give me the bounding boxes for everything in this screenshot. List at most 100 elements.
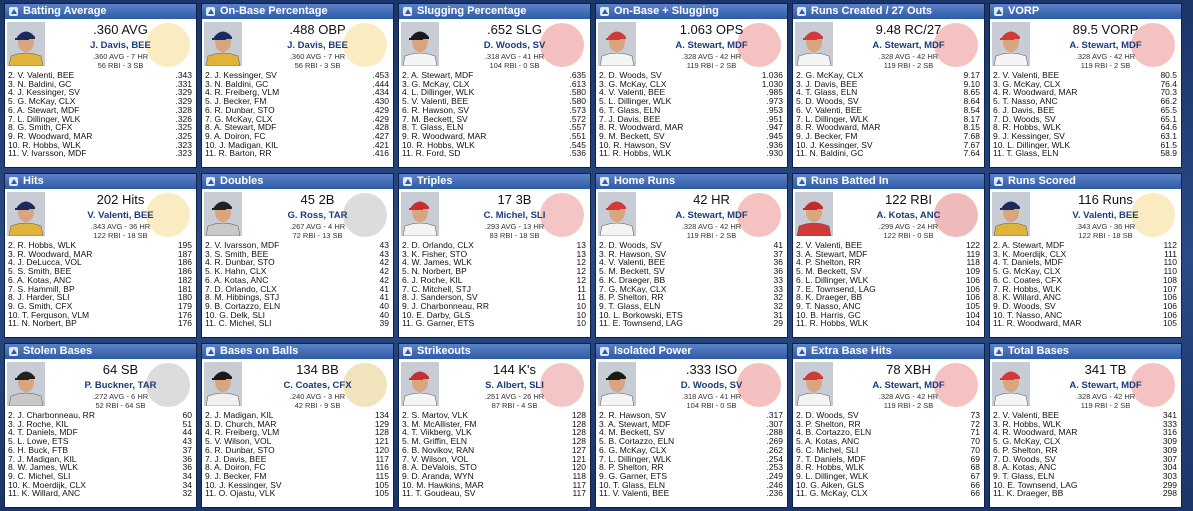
list-item[interactable]: 7. V. Wilson, VOL 121 xyxy=(402,454,586,464)
player-name[interactable]: T. Daniels, MDF xyxy=(805,454,866,464)
player-name[interactable]: D. Aranda, WYN xyxy=(411,471,474,481)
list-item[interactable]: 10. R. Hobbs, WLK .545 xyxy=(402,140,586,150)
player-name[interactable]: N. Baldini, GC xyxy=(809,149,864,159)
player-name[interactable]: E. Townsend, LAG xyxy=(805,284,876,294)
player-portrait[interactable] xyxy=(204,362,242,406)
list-item[interactable]: 2. J. Charbonneau, RR 60 xyxy=(8,411,192,420)
player-name[interactable]: S. Martov, VLK xyxy=(411,411,468,420)
player-name[interactable]: A. Kotas, ANC xyxy=(805,437,860,446)
list-item[interactable]: 9. A. Doiron, FC .427 xyxy=(205,132,389,141)
player-name[interactable]: T. Goudeau, SV xyxy=(415,489,476,499)
list-item[interactable]: 3. G. McKay, CLX .613 xyxy=(402,79,586,89)
list-item[interactable]: 9. T. Glass, ELN 32 xyxy=(599,302,783,311)
list-item[interactable]: 10. L. Dillinger, WLK 61.5 xyxy=(993,140,1177,150)
player-name[interactable]: V. Ivarsson, MDF xyxy=(214,241,280,250)
list-item[interactable]: 8. A. Doiron, FC 116 xyxy=(205,463,389,472)
player-name[interactable]: R. Hawson, SV xyxy=(608,411,667,420)
player-name[interactable]: E. Darby, GLS xyxy=(416,310,471,320)
player-portrait[interactable] xyxy=(992,362,1030,406)
leader-player-name[interactable]: D. Woods, SV xyxy=(483,40,546,51)
panel-header[interactable]: Stolen Bases xyxy=(5,344,196,359)
list-item[interactable]: 2. D. Woods, SV 73 xyxy=(796,411,980,420)
list-item[interactable]: 4. J. Kessinger, SV .329 xyxy=(8,88,192,97)
list-item[interactable]: 5. S. Smith, BEE 186 xyxy=(8,267,192,276)
player-name[interactable]: R. Hobbs, WLK xyxy=(809,319,869,329)
player-name[interactable]: L. Dillinger, WLK xyxy=(805,471,869,481)
list-item[interactable]: 11. E. Townsend, LAG 29 xyxy=(599,319,783,328)
player-name[interactable]: A. Kotas, ANC xyxy=(214,275,269,285)
player-name[interactable]: A. Stewart, MDF xyxy=(1002,241,1065,250)
player-name[interactable]: G. Aiken, GLS xyxy=(810,480,865,490)
player-name[interactable]: W. James, WLK xyxy=(17,463,78,472)
player-name[interactable]: R. Freiberg, VLM xyxy=(214,88,280,98)
list-item[interactable]: 4. R. Dunbar, STO 42 xyxy=(205,258,389,267)
list-item[interactable]: 6. R. Hawson, SV .573 xyxy=(402,106,586,115)
player-name[interactable]: G. Smith, CFX xyxy=(17,301,73,311)
list-item[interactable]: 2. J. Kessinger, SV .453 xyxy=(205,71,389,80)
collapse-arrow-icon[interactable] xyxy=(403,177,412,186)
list-item[interactable]: 4. J. DeLucca, VOL 186 xyxy=(8,258,192,267)
list-item[interactable]: 10. G. Aiken, GLS 66 xyxy=(796,480,980,490)
player-name[interactable]: R. Hobbs, WLK xyxy=(612,149,672,159)
player-name[interactable]: R. Hobbs, WLK xyxy=(1002,123,1062,132)
list-item[interactable]: 7. S. Hammill, BP 181 xyxy=(8,284,192,294)
list-item[interactable]: 9. R. Woodward, MAR .551 xyxy=(402,132,586,141)
list-item[interactable]: 9. C. Michel, SLI 34 xyxy=(8,472,192,481)
list-item[interactable]: 6. R. Dunbar, STO .429 xyxy=(205,106,389,115)
panel-header[interactable]: VORP xyxy=(990,4,1181,19)
list-item[interactable]: 10. J. Kessinger, SV 7.67 xyxy=(796,140,980,150)
player-name[interactable]: O. Ojastu, VLK xyxy=(218,489,276,499)
player-name[interactable]: D. Woods, SV xyxy=(608,241,662,250)
list-item[interactable]: 10. T. Glass, ELN .246 xyxy=(599,480,783,490)
player-name[interactable]: P. Shelton, RR xyxy=(608,293,664,302)
list-item[interactable]: 4. R. Woodward, MAR 70.3 xyxy=(993,88,1177,97)
player-name[interactable]: T. Daniels, MDF xyxy=(17,428,78,438)
player-name[interactable]: G. McKay, CLX xyxy=(17,97,76,106)
list-item[interactable]: 5. M. Beckett, SV 36 xyxy=(599,267,783,276)
player-name[interactable]: G. McKay, CLX xyxy=(1002,437,1061,446)
list-item[interactable]: 10. K. Moerdijk, CLX 34 xyxy=(8,480,192,490)
collapse-arrow-icon[interactable] xyxy=(206,347,215,356)
player-name[interactable]: J. Madigan, KIL xyxy=(17,454,77,464)
player-name[interactable]: K. Fisher, STO xyxy=(411,249,468,259)
player-name[interactable]: G. McKay, CLX xyxy=(1002,267,1061,276)
player-name[interactable]: V. Valenti, BEE xyxy=(608,88,666,98)
list-item[interactable]: 11. R. Hobbs, WLK 104 xyxy=(796,319,980,328)
leader-player-name[interactable]: G. Ross, TAR xyxy=(287,210,348,221)
list-item[interactable]: 7. D. Woods, SV 65.1 xyxy=(993,114,1177,124)
player-name[interactable]: R. Woodward, MAR xyxy=(608,123,684,132)
list-item[interactable]: 7. J. Davis, BEE 117 xyxy=(205,454,389,464)
list-item[interactable]: 11. G. Garner, ETS 10 xyxy=(402,319,586,328)
player-name[interactable]: L. Dillinger, WLK xyxy=(805,275,869,285)
player-name[interactable]: G. McKay, CLX xyxy=(809,489,868,499)
list-item[interactable]: 8. G. Smith, CFX .325 xyxy=(8,123,192,132)
player-name[interactable]: E. Townsend, LAG xyxy=(612,319,683,329)
player-portrait[interactable] xyxy=(795,22,833,66)
leader-player-name[interactable]: A. Kotas, ANC xyxy=(876,210,941,221)
collapse-arrow-icon[interactable] xyxy=(600,177,609,186)
list-item[interactable]: 7. R. Hobbs, WLK 107 xyxy=(993,284,1177,294)
collapse-arrow-icon[interactable] xyxy=(206,177,215,186)
list-item[interactable]: 11. O. Ojastu, VLK 105 xyxy=(205,489,389,498)
list-item[interactable]: 7. D. Woods, SV 307 xyxy=(993,454,1177,464)
player-name[interactable]: R. Hawson, SV xyxy=(613,140,671,150)
list-item[interactable]: 2. V. Valenti, BEE 80.5 xyxy=(993,71,1177,80)
player-portrait[interactable] xyxy=(795,192,833,236)
player-name[interactable]: N. Baldini, GC xyxy=(17,79,72,89)
list-item[interactable]: 10. G. Delk, SLI 40 xyxy=(205,310,389,320)
list-item[interactable]: 8. P. Shelton, RR 32 xyxy=(599,293,783,302)
panel-header[interactable]: Bases on Balls xyxy=(202,344,393,359)
player-name[interactable]: R. Woodward, MAR xyxy=(1002,428,1078,438)
player-name[interactable]: J. Davis, BEE xyxy=(805,79,858,89)
player-name[interactable]: L. Dillinger, WLK xyxy=(17,114,81,124)
list-item[interactable]: 9. G. Garner, ETS .249 xyxy=(599,472,783,481)
player-name[interactable]: J. Kessinger, SV xyxy=(214,71,277,80)
leader-player-name[interactable]: J. Davis, BEE xyxy=(287,40,348,51)
player-name[interactable]: R. Woodward, MAR xyxy=(17,249,93,259)
player-portrait[interactable] xyxy=(204,22,242,66)
player-name[interactable]: A. Stewart, MDF xyxy=(805,249,868,259)
list-item[interactable]: 6. G. McKay, CLX .262 xyxy=(599,446,783,455)
list-item[interactable]: 9. G. Smith, CFX 179 xyxy=(8,302,192,311)
player-name[interactable]: V. Ivarsson, MDF xyxy=(21,149,87,159)
leader-player-name[interactable]: A. Stewart, MDF xyxy=(675,40,748,51)
